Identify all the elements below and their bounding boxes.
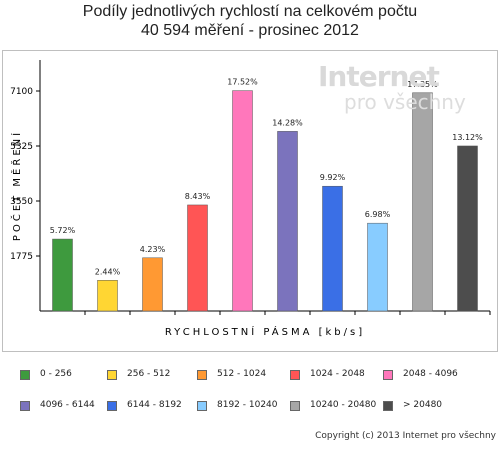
data-label: 17.52% [227, 78, 258, 87]
data-label: 4.23% [140, 245, 166, 254]
legend-swatch [383, 370, 393, 380]
y-tick-label: 3550 [10, 197, 33, 207]
data-label: 8.43% [185, 192, 211, 201]
legend-label: 0 - 256 [40, 369, 72, 379]
legend-label: 512 - 1024 [217, 369, 267, 379]
chart-title-line2: 40 594 měření - prosinec 2012 [141, 22, 359, 39]
data-label: 14.28% [272, 118, 303, 127]
bar-5 [232, 90, 253, 312]
data-label: 5.72% [50, 226, 76, 235]
legend-swatch [20, 370, 30, 380]
legend-label: > 20480 [403, 400, 443, 410]
data-label: 17.35% [407, 80, 438, 89]
bar-1 [52, 238, 73, 312]
legend-label: 10240 - 20480 [310, 400, 377, 410]
data-label: 13.12% [452, 133, 483, 142]
watermark-logo-line2: pro všechny [344, 90, 466, 114]
y-axis-title: POČET MĚŘENÍ [10, 130, 23, 241]
legend-swatch [383, 401, 393, 411]
chart-frame [2, 50, 498, 352]
legend-swatch [20, 401, 30, 411]
y-tick-label: 7100 [10, 87, 33, 97]
legend-label: 1024 - 2048 [310, 369, 365, 379]
bar-10 [457, 145, 478, 312]
data-label: 9.92% [320, 173, 346, 182]
bar-4 [187, 204, 208, 312]
watermark-logo-line1: Internet [318, 60, 440, 93]
chart-title-line1: Podíly jednotlivých rychlostí na celkové… [82, 3, 418, 20]
bar-8 [367, 222, 388, 312]
legend-label: 8192 - 10240 [217, 400, 278, 410]
legend-label: 2048 - 4096 [403, 369, 458, 379]
y-tick-label: 5325 [10, 142, 33, 152]
bar-2 [97, 280, 118, 312]
legend-label: 6144 - 8192 [127, 400, 182, 410]
legend-swatch [290, 401, 300, 411]
bar-7 [322, 185, 343, 312]
legend-swatch [290, 370, 300, 380]
data-label: 2.44% [95, 267, 121, 276]
data-label: 6.98% [365, 210, 391, 219]
bar-3 [142, 257, 163, 312]
legend-label: 256 - 512 [127, 369, 171, 379]
copyright-text: Copyright (c) 2013 Internet pro všechny [315, 431, 496, 441]
y-tick-label: 1775 [10, 252, 33, 262]
legend-swatch [107, 370, 117, 380]
bar-9 [412, 92, 433, 312]
x-axis-title: RYCHLOSTNÍ PÁSMA [kb/s] [165, 325, 365, 338]
legend-label: 4096 - 6144 [40, 400, 95, 410]
legend-swatch [197, 401, 207, 411]
legend-swatch [107, 401, 117, 411]
legend-swatch [197, 370, 207, 380]
bar-6 [277, 131, 298, 312]
